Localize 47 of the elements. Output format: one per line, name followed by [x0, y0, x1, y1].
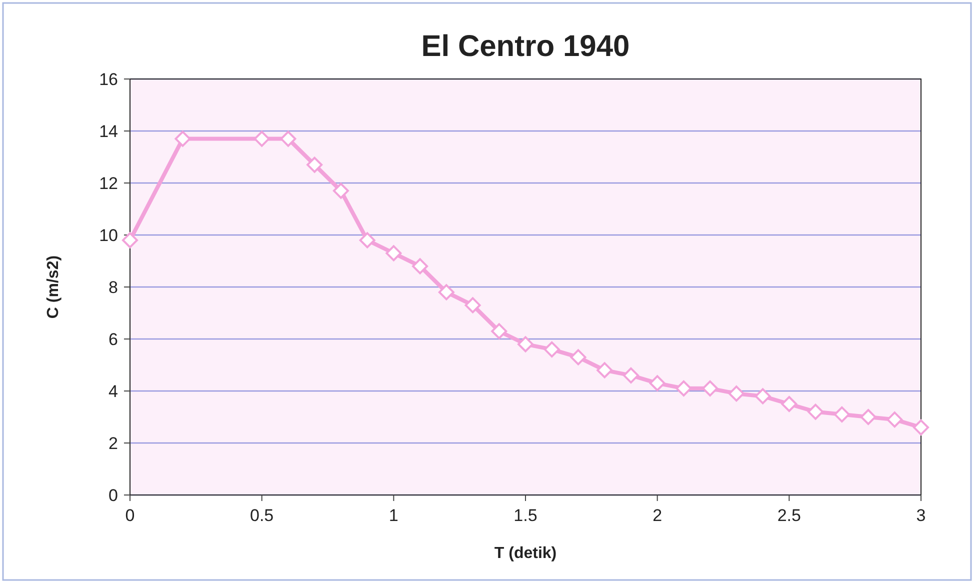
x-tick-label: 1.5: [514, 506, 538, 525]
y-tick-label: 16: [99, 70, 118, 89]
point: [808, 404, 824, 420]
point: [676, 380, 692, 396]
point: [596, 362, 613, 378]
x-tick-label: 0: [125, 506, 135, 525]
point: [122, 232, 138, 248]
x-tick-label: 0.5: [250, 506, 274, 525]
point: [174, 130, 191, 147]
point: [518, 336, 534, 352]
point: [306, 156, 323, 173]
x-tick-label: 1: [388, 506, 398, 525]
point: [649, 375, 666, 392]
y-tick-label: 8: [108, 278, 118, 297]
point: [860, 409, 876, 425]
point: [254, 130, 270, 147]
point: [834, 406, 850, 422]
point: [622, 367, 639, 384]
point: [280, 130, 296, 147]
point: [464, 297, 481, 314]
x-tick-label: 2.5: [777, 506, 801, 525]
point: [754, 388, 771, 404]
point: [913, 419, 929, 436]
point: [702, 380, 718, 396]
point: [728, 386, 744, 402]
point: [781, 396, 798, 412]
x-axis-title: T (detik): [494, 545, 557, 562]
x-tick-label: 2: [652, 506, 662, 525]
point: [359, 232, 376, 248]
y-tick-label: 12: [99, 174, 118, 193]
point: [886, 412, 903, 428]
point: [438, 284, 454, 300]
y-axis-title: C (m/s2): [45, 255, 62, 319]
y-tick-label: 0: [108, 486, 118, 505]
y-tick-label: 14: [99, 122, 118, 141]
point: [332, 182, 349, 199]
point: [412, 258, 428, 274]
chart-title: El Centro 1940: [421, 30, 630, 63]
point: [570, 349, 586, 366]
y-tick-label: 4: [108, 382, 118, 401]
x-tick-label: 3: [916, 506, 926, 525]
y-tick-label: 6: [108, 330, 118, 349]
y-tick-label: 10: [99, 226, 118, 245]
point: [544, 341, 560, 358]
point: [491, 323, 508, 340]
y-tick-label: 2: [108, 434, 118, 453]
point: [386, 245, 402, 262]
